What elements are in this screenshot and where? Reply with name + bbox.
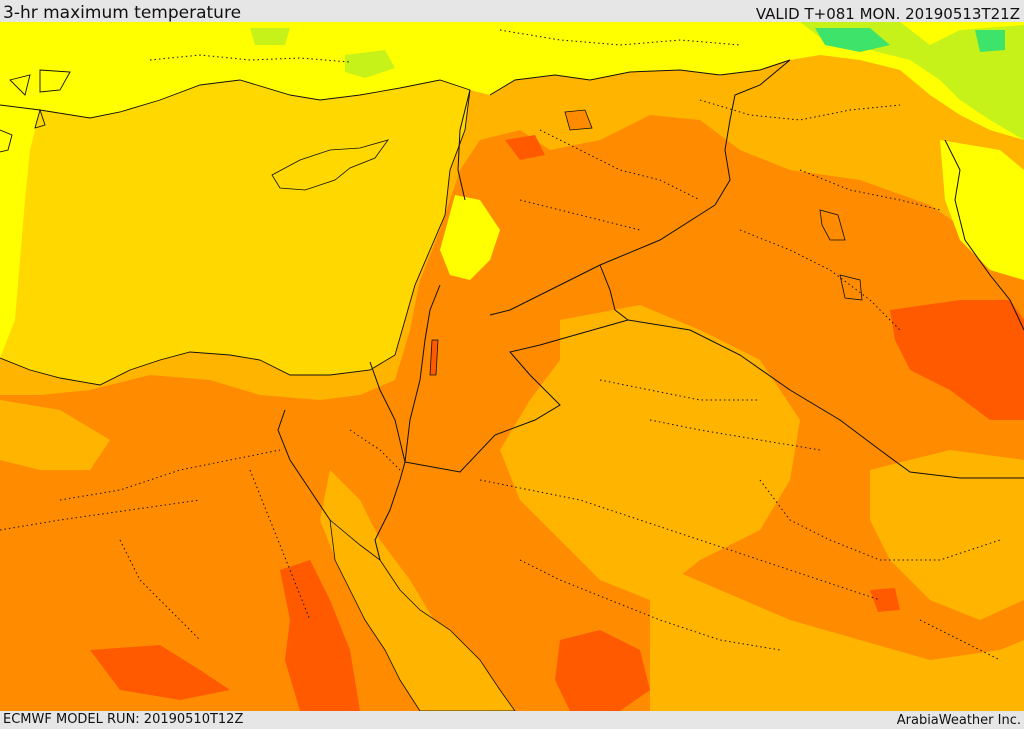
temp-band-deep-orange-egypt [280,560,360,711]
temp-band-yellow-north [0,22,1024,140]
valid-time-label: VALID T+081 MON. 20190513T21Z [755,5,1020,23]
temp-band-green-spot [975,30,1005,52]
temp-band-green-mountains [800,22,1024,140]
credit-label: ArabiaWeather Inc. [896,713,1021,728]
temp-band-deep-orange-iraq [890,300,1024,420]
red-sea [329,519,516,711]
cyprus-island [271,139,390,191]
header-bar: 3-hr maximum temperature VALID T+081 MON… [0,0,1024,23]
temp-band-light-orange-central [500,305,800,600]
map-title: 3-hr maximum temperature [3,3,242,23]
country-borders [277,59,1024,561]
lake-iraq-1 [819,209,846,241]
coastlines [0,69,471,386]
temp-band-deep-orange-spot2 [870,588,900,612]
temp-band-green-core [815,28,890,52]
admin-boundaries [0,29,1001,661]
model-run-label: ECMWF MODEL RUN: 20190510T12Z [3,712,244,727]
temp-band-light-orange-east [870,450,1024,620]
lake-syria [564,109,593,131]
footer-bar: ECMWF MODEL RUN: 20190510T12Z ArabiaWeat… [0,711,1024,729]
temp-band-deep-orange-spot1 [505,135,545,160]
temp-band-yellow-iran [940,140,1024,280]
temp-band-green-aegean [250,28,290,45]
temp-band-yellow-west-coast [0,105,40,358]
temp-band-light-orange-redsea [320,470,500,711]
temp-band-yellow-syria-coast [440,195,500,280]
temp-band-green-anatolia [345,50,395,78]
temp-band-light-orange-southeast [650,560,1024,711]
dead-sea [429,339,439,376]
temperature-map [0,22,1024,711]
temp-band-deep-orange-arabia [555,630,650,711]
temp-band-deep-orange-southwest [90,645,230,700]
map-area [0,22,1024,711]
temp-band-light-orange-west [0,400,110,470]
